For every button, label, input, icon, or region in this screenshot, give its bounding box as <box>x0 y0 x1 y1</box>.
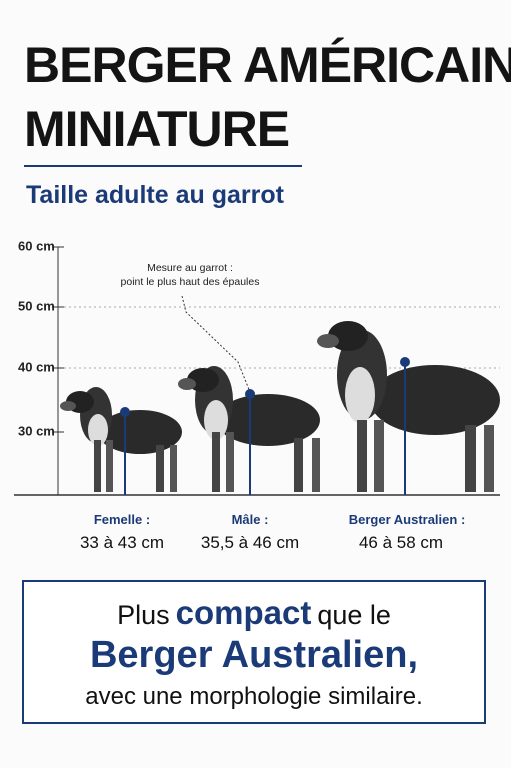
dog-large <box>317 321 500 492</box>
scale-label: 50 cm <box>18 298 55 313</box>
dog-small <box>60 387 182 492</box>
dog-label: Berger Australien : <box>349 512 466 527</box>
annotation: Mesure au garrot : <box>147 262 233 274</box>
callout-box: Plus compact que le Berger Australien, ave… <box>22 580 486 724</box>
dog-medium <box>178 366 320 492</box>
annotation: point le plus haut des épaules <box>121 276 260 288</box>
title-line: BERGER AMÉRICAIN <box>24 37 511 93</box>
scale-label: 30 cm <box>18 423 55 438</box>
callout-line: Plus compact que le <box>24 594 484 632</box>
callout-text: avec une morphologie similaire. <box>85 683 423 710</box>
subtitle: Taille adulte au garrot <box>26 181 285 209</box>
scale-ticks <box>52 246 64 433</box>
callout-text: Plus <box>117 600 170 630</box>
leader <box>181 295 251 393</box>
callout-text: que le <box>317 600 391 630</box>
callout-emphasis: compact <box>175 594 312 631</box>
dog-size: 35,5 à 46 cm <box>201 533 299 552</box>
title-line: MINIATURE <box>24 101 289 157</box>
callout-emphasis: Berger Australien, <box>89 634 419 676</box>
dog-size: 46 à 58 cm <box>359 533 443 552</box>
scale-label: 60 cm <box>18 238 55 253</box>
dog-size: 33 à 43 cm <box>80 533 164 552</box>
dog-label: Mâle : <box>232 512 269 527</box>
measure-lines <box>120 357 410 495</box>
scale-label: 40 cm <box>18 359 55 374</box>
dog-label: Femelle : <box>94 512 150 527</box>
